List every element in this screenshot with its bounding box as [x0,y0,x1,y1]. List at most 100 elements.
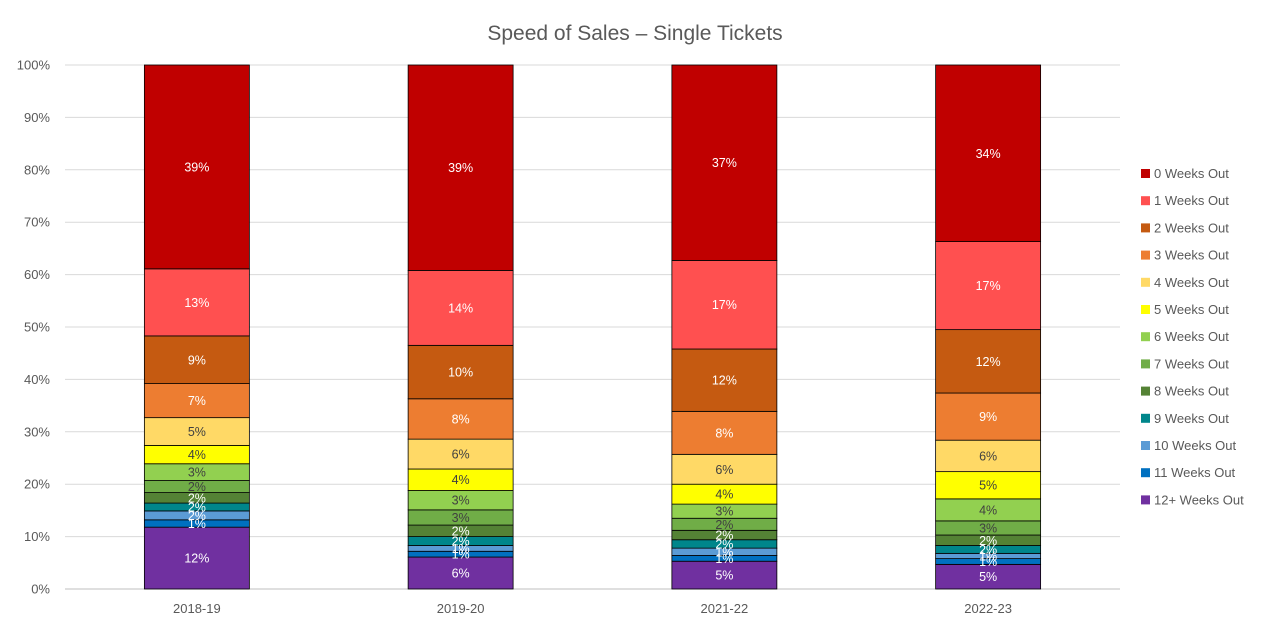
data-label: 12% [184,552,209,566]
y-axis-ticks: 0% 10% 20% 30% 40% 50% 60% 70% 80% 90% 100% [17,58,51,597]
data-label: 37% [712,156,737,170]
data-label: 1% [715,545,733,559]
bar-segment [935,563,1042,590]
data-label: 2% [188,491,206,505]
legend-label: 7 Weeks Out [1154,356,1229,371]
legend-label: 10 Weeks Out [1154,438,1237,453]
data-label: 3% [188,466,206,480]
data-label: 1% [188,517,206,531]
data-label: 2% [452,535,470,549]
legend-label: 8 Weeks Out [1154,384,1229,399]
legend-item: 12+ Weeks Out [1141,492,1244,507]
bar-segment [143,335,250,384]
legend-label: 3 Weeks Out [1154,248,1229,263]
legend-label: 4 Weeks Out [1154,275,1229,290]
y-tick-label: 60% [24,267,50,282]
bars [143,64,1042,590]
bar-segment [407,344,514,400]
data-label: 3% [715,505,733,519]
y-tick-label: 40% [24,372,50,387]
legend-item: 2 Weeks Out [1141,220,1229,235]
legend-swatch [1141,223,1150,233]
data-label: 9% [188,353,206,367]
data-label: 6% [452,567,470,581]
data-label: 6% [715,463,733,477]
data-label: 5% [979,570,997,584]
data-label: 2% [715,529,733,543]
bar-segment [671,348,778,412]
data-label: 8% [452,412,470,426]
legend-item: 1 Weeks Out [1141,193,1229,208]
data-label: 12% [712,374,737,388]
y-tick-label: 30% [24,424,50,439]
y-tick-label: 100% [17,58,51,73]
bar-segment [671,453,778,485]
legend-item: 8 Weeks Out [1141,384,1229,399]
legend-item: 0 Weeks Out [1141,166,1229,181]
data-label: 1% [979,549,997,563]
x-tick-label: 2019-20 [437,601,485,616]
data-label: 6% [979,449,997,463]
legend-swatch [1141,196,1150,206]
data-label: 8% [715,426,733,440]
data-label: 4% [979,503,997,517]
y-tick-label: 20% [24,477,50,492]
x-tick-label: 2018-19 [173,601,221,616]
data-label: 39% [184,160,209,174]
legend-label: 9 Weeks Out [1154,411,1229,426]
data-label: 9% [979,410,997,424]
legend-swatch [1141,359,1150,369]
x-tick-label: 2022-23 [964,601,1012,616]
legend-label: 5 Weeks Out [1154,302,1229,317]
data-label: 2% [188,500,206,514]
bar-segment [671,64,778,261]
legend-label: 12+ Weeks Out [1154,492,1244,507]
data-label: 3% [452,494,470,508]
data-label: 17% [712,298,737,312]
legend-item: 7 Weeks Out [1141,356,1229,371]
bar-segment [407,398,514,440]
data-label: 1% [715,552,733,566]
legend-swatch [1141,250,1150,260]
bar-segment [143,64,250,270]
bar-segment [407,556,514,590]
data-label: 2% [979,534,997,548]
bar-segment [407,270,514,346]
bar-segment [407,64,514,271]
legend-item: 6 Weeks Out [1141,329,1229,344]
bar-segment [935,392,1042,441]
data-label: 2% [188,509,206,523]
legend-swatch [1141,277,1150,287]
data-label: 5% [188,425,206,439]
y-tick-label: 80% [24,162,50,177]
y-tick-label: 90% [24,110,50,125]
data-label: 2% [188,480,206,494]
legend-item: 10 Weeks Out [1141,438,1237,453]
bar-segment [143,268,250,337]
data-label: 5% [979,479,997,493]
chart-title: Speed of Sales – Single Tickets [487,22,782,45]
y-tick-label: 0% [31,582,50,597]
data-label: 12% [976,355,1001,369]
data-label: 2% [452,524,470,538]
data-label: 2% [979,543,997,557]
legend-item: 5 Weeks Out [1141,302,1229,317]
legend-label: 11 Weeks Out [1154,465,1236,480]
bar-segment [143,417,250,446]
bar-segment [935,471,1042,500]
data-label: 1% [452,542,470,556]
data-label: 6% [452,448,470,462]
legend-label: 2 Weeks Out [1154,220,1229,235]
data-label: 10% [448,366,473,380]
data-label: 3% [452,511,470,525]
legend: 0 Weeks Out 1 Weeks Out 2 Weeks Out 3 Weeks… [1141,166,1244,507]
bar-segment [143,383,250,419]
legend-item: 3 Weeks Out [1141,248,1229,263]
legend-label: 0 Weeks Out [1154,166,1229,181]
legend-label: 6 Weeks Out [1154,329,1229,344]
bar-segment [143,526,250,590]
data-label: 39% [448,161,473,175]
data-label: 2% [715,537,733,551]
data-label: 4% [715,488,733,502]
